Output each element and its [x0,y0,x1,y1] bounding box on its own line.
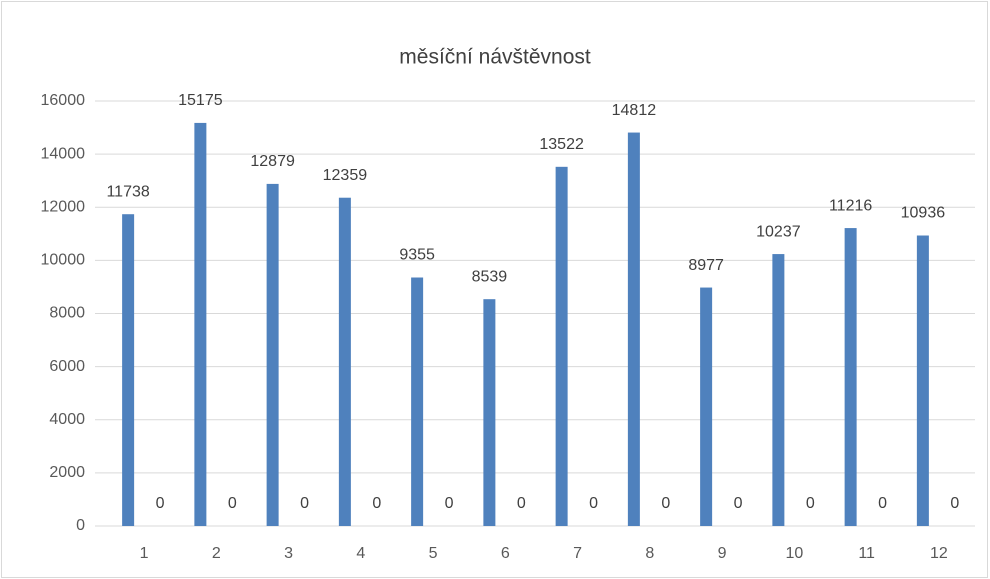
bar [844,228,857,526]
y-tick-label: 10000 [41,252,86,269]
data-label: 8539 [472,268,508,285]
x-tick-label: 8 [645,545,654,562]
chart-title: měsíční návštěvnost [399,46,591,69]
data-label: 0 [661,495,670,512]
bar [916,235,929,526]
x-tick-label: 7 [573,545,582,562]
x-tick-label: 9 [718,545,727,562]
bar [266,183,279,527]
y-tick-label: 2000 [49,464,85,481]
bar [627,132,640,526]
x-tick-label: 12 [930,545,948,562]
x-tick-label: 4 [356,545,365,562]
data-label: 11738 [106,183,149,200]
data-label: 13522 [539,136,584,153]
data-label: 0 [228,495,237,512]
y-tick-label: 6000 [49,358,85,375]
data-label: 10936 [901,205,946,222]
data-label: 10237 [756,223,801,240]
data-label: 12359 [323,167,368,184]
data-label: 0 [806,495,815,512]
data-label: 0 [445,495,454,512]
bar [411,277,424,526]
x-tick-label: 5 [429,545,438,562]
x-tick-label: 3 [284,545,293,562]
y-tick-label: 14000 [41,145,86,162]
bar [700,287,713,526]
data-label: 0 [300,495,309,512]
data-label: 0 [372,495,381,512]
data-label: 0 [517,495,526,512]
y-tick-label: 12000 [41,198,86,215]
bar [772,254,785,526]
data-label: 11216 [829,197,872,214]
data-label: 9355 [399,247,435,264]
x-tick-label: 6 [501,545,510,562]
x-tick-label: 11 [858,545,875,562]
data-label: 15175 [178,92,223,109]
data-label: 14812 [612,102,657,119]
x-tick-label: 2 [212,545,221,562]
y-tick-label: 0 [76,517,85,534]
bar [483,299,496,526]
data-label: 0 [878,495,887,512]
y-tick-label: 8000 [49,305,85,322]
bar [555,166,568,526]
bar [194,122,207,526]
y-tick-label: 4000 [49,411,85,428]
data-label: 0 [589,495,598,512]
y-tick-label: 16000 [41,92,86,109]
data-label: 12879 [250,153,295,170]
data-label: 0 [734,495,743,512]
data-label: 0 [156,495,165,512]
bar [338,197,351,527]
x-tick-label: 10 [785,545,803,562]
bar [122,214,135,526]
data-label: 8977 [688,257,724,274]
x-tick-label: 1 [140,545,149,562]
data-label: 0 [950,495,959,512]
